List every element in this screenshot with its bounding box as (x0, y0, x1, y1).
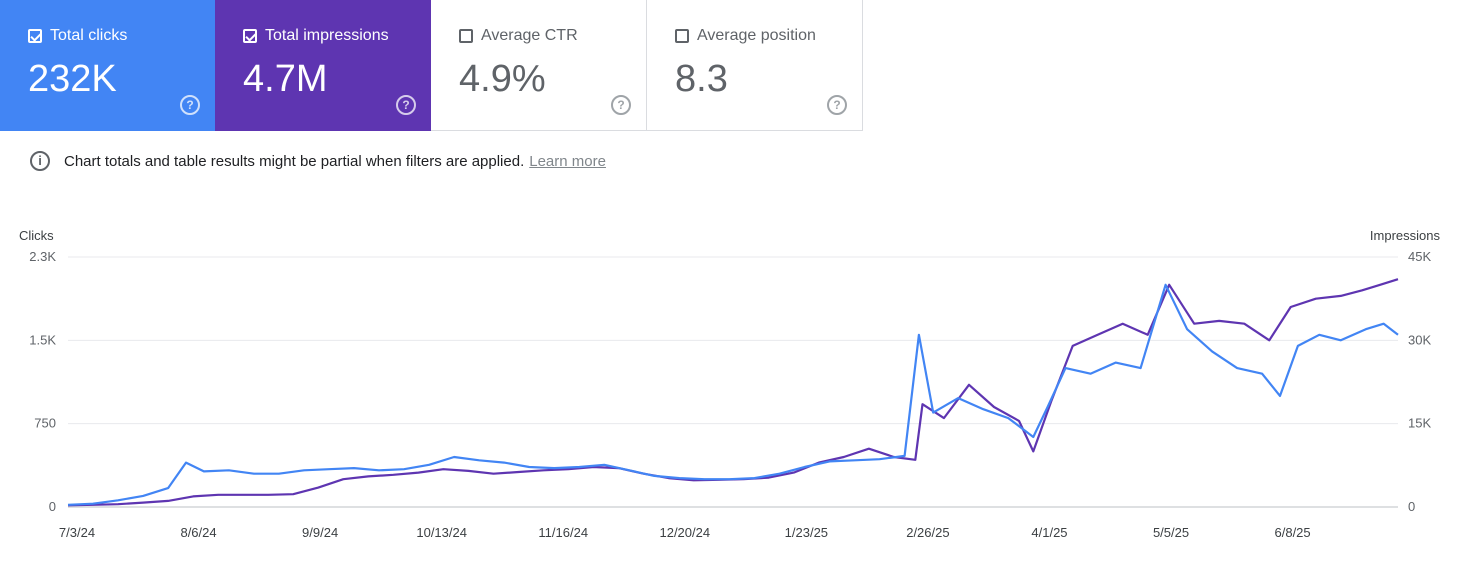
left-tick-label: 0 (49, 499, 56, 514)
x-tick-label: 8/6/24 (180, 525, 216, 540)
left-axis-title: Clicks (19, 228, 54, 243)
x-tick-label: 9/9/24 (302, 525, 338, 540)
right-axis-title: Impressions (1369, 228, 1440, 243)
average-ctr-label: Average CTR (481, 27, 578, 44)
clicks-series-line (67, 283, 1399, 506)
total-impressions-value: 4.7M (243, 58, 328, 100)
info-icon: i (30, 151, 50, 171)
average-ctr-checkbox[interactable] (459, 29, 473, 43)
x-tick-label: 10/13/24 (416, 525, 467, 540)
help-icon[interactable]: ? (396, 95, 416, 115)
notice-text: Chart totals and table results might be … (64, 152, 525, 170)
average-position-label: Average position (697, 27, 816, 44)
metric-cards: Total clicks 232K ? Total impressions 4.… (0, 0, 863, 131)
x-tick-label: 5/5/25 (1153, 525, 1189, 540)
x-tick-label: 12/20/24 (659, 525, 710, 540)
total-impressions-header[interactable]: Total impressions (243, 27, 389, 45)
x-tick-label: 1/23/25 (785, 525, 828, 540)
help-icon[interactable]: ? (611, 95, 631, 115)
help-icon[interactable]: ? (180, 95, 200, 115)
average-ctr-card[interactable]: Average CTR 4.9% ? (431, 0, 647, 131)
right-tick-label: 45K (1408, 249, 1431, 264)
learn-more-link[interactable]: Learn more (529, 152, 606, 170)
average-position-value: 8.3 (675, 58, 728, 100)
total-clicks-card[interactable]: Total clicks 232K ? (0, 0, 215, 131)
right-tick-label: 30K (1408, 332, 1431, 347)
average-position-header[interactable]: Average position (675, 27, 816, 45)
left-tick-label: 750 (34, 416, 56, 431)
average-position-checkbox[interactable] (675, 29, 689, 43)
x-tick-label: 2/26/25 (906, 525, 949, 540)
x-tick-label: 4/1/25 (1031, 525, 1067, 540)
total-clicks-value: 232K (28, 58, 117, 100)
average-ctr-header[interactable]: Average CTR (459, 27, 578, 45)
total-clicks-checkbox[interactable] (28, 29, 42, 43)
partial-results-notice: i Chart totals and table results might b… (30, 151, 606, 171)
x-tick-label: 6/8/25 (1275, 525, 1311, 540)
average-ctr-value: 4.9% (459, 58, 546, 100)
help-icon[interactable]: ? (827, 95, 847, 115)
x-tick-label: 7/3/24 (59, 525, 95, 540)
right-tick-label: 15K (1408, 416, 1431, 431)
total-impressions-card[interactable]: Total impressions 4.7M ? (215, 0, 431, 131)
total-impressions-label: Total impressions (265, 27, 389, 44)
x-tick-label: 11/16/24 (538, 525, 588, 540)
total-clicks-label: Total clicks (50, 27, 128, 44)
total-impressions-checkbox[interactable] (243, 29, 257, 43)
total-clicks-header[interactable]: Total clicks (28, 27, 127, 45)
average-position-card[interactable]: Average position 8.3 ? (647, 0, 863, 131)
left-tick-label: 2.3K (29, 249, 56, 264)
left-tick-label: 1.5K (29, 332, 56, 347)
impressions-series-line (67, 278, 1399, 507)
right-tick-label: 0 (1408, 499, 1415, 514)
